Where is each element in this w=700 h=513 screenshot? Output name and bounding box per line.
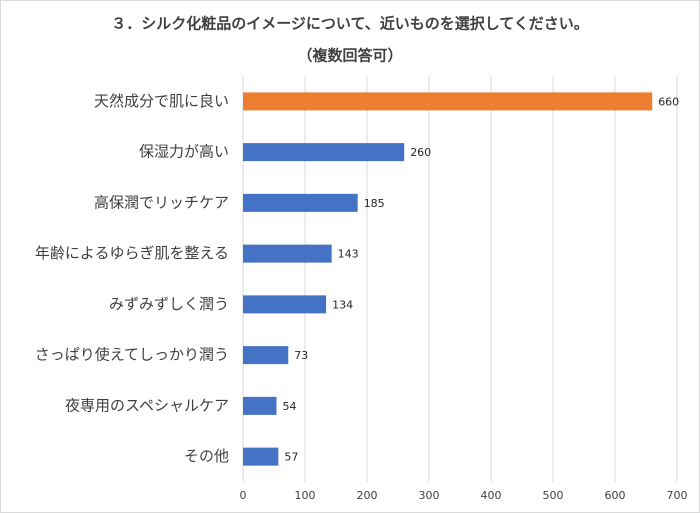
x-tick-label: 200 [357,489,378,502]
chart-subtitle: （複数回答可） [297,47,402,65]
y-tick-label: その他 [184,447,229,465]
bar [243,295,327,314]
x-tick-label: 400 [481,489,502,502]
chart-title: ３．シルク化粧品のイメージについて、近いものを選択してください。 [111,15,589,33]
value-label: 185 [364,197,385,210]
bar [243,92,653,111]
bar [243,447,279,466]
value-label: 260 [410,146,431,159]
y-tick-label: 年齢によるゆらぎ肌を整える [35,244,229,262]
x-tick-label: 500 [543,489,564,502]
y-tick-label: さっぱり使えてしっかり潤う [35,346,229,364]
x-tick-label: 100 [295,489,316,502]
value-label: 660 [658,95,679,108]
bar [243,143,405,162]
y-tick-label: 夜専用のスペシャルケア [65,396,229,414]
x-tick-label: 700 [667,489,688,502]
value-label: 73 [294,349,308,362]
value-label: 57 [284,451,298,464]
y-tick-label: みずみずしく潤う [109,295,229,313]
bar [243,396,277,415]
y-tick-label: 高保潤でリッチケア [94,193,229,211]
bar [243,244,332,263]
x-tick-label: 0 [240,489,247,502]
y-tick-label: 天然成分で肌に良い [94,92,229,110]
value-label: 143 [338,248,359,261]
value-label: 134 [332,298,353,311]
x-tick-label: 600 [605,489,626,502]
y-tick-label: 保湿力が高い [139,143,229,161]
bar [243,193,358,212]
value-label: 54 [282,400,296,413]
x-tick-label: 300 [419,489,440,502]
bar [243,346,289,365]
